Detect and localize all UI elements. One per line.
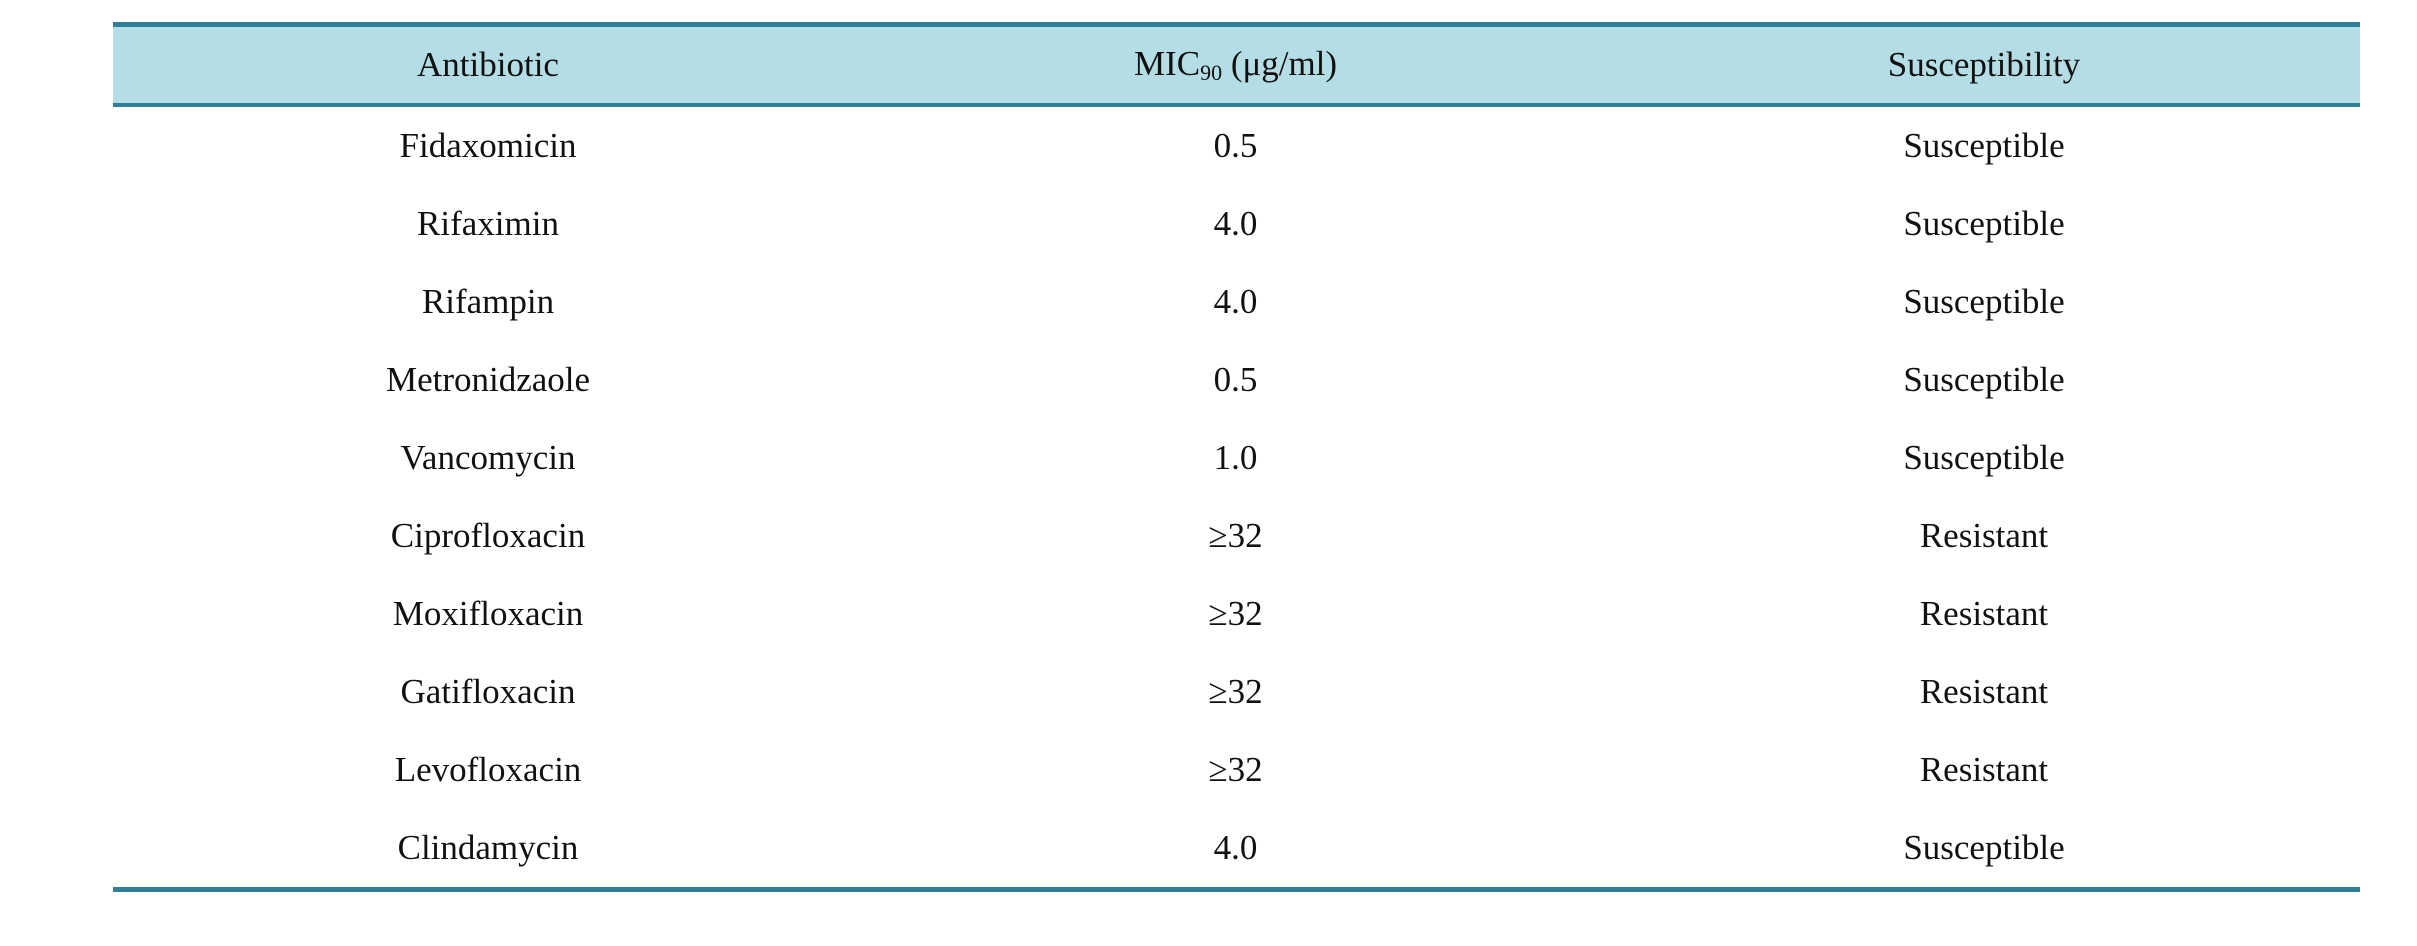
- cell-susceptibility: Susceptible: [1903, 282, 2065, 321]
- table-row: Metronidzaole 0.5 Susceptible: [113, 341, 2360, 419]
- cell-antibiotic: Rifaximin: [417, 204, 559, 243]
- cell-antibiotic: Levofloxacin: [394, 750, 582, 789]
- header-susceptibility: Susceptibility: [1608, 22, 2360, 107]
- cell-mic90: ≥32: [1208, 594, 1263, 633]
- cell-mic90: 4.0: [1213, 282, 1258, 321]
- table-row: Levofloxacin ≥32 Resistant: [113, 731, 2360, 809]
- antibiotic-susceptibility-table: Antibiotic MIC90 (μg/ml) Susceptibility …: [113, 22, 2360, 892]
- cell-antibiotic: Fidaxomicin: [399, 126, 577, 165]
- table-row: Moxifloxacin ≥32 Resistant: [113, 575, 2360, 653]
- cell-susceptibility: Resistant: [1919, 672, 2049, 711]
- header-mic-subscript: 90: [1200, 60, 1223, 85]
- header-mic-main: MIC: [1133, 44, 1201, 83]
- table-row: Gatifloxacin ≥32 Resistant: [113, 653, 2360, 731]
- header-mic-unit: (μg/ml): [1222, 44, 1338, 83]
- cell-mic90: ≥32: [1208, 516, 1263, 555]
- table-row: Ciprofloxacin ≥32 Resistant: [113, 497, 2360, 575]
- table-row: Rifampin 4.0 Susceptible: [113, 263, 2360, 341]
- cell-susceptibility: Resistant: [1919, 750, 2049, 789]
- cell-susceptibility: Susceptible: [1903, 360, 2065, 399]
- cell-mic90: 1.0: [1213, 438, 1258, 477]
- table-row: Rifaximin 4.0 Susceptible: [113, 185, 2360, 263]
- cell-antibiotic: Vancomycin: [400, 438, 576, 477]
- cell-mic90: ≥32: [1208, 672, 1263, 711]
- cell-mic90: 0.5: [1213, 126, 1258, 165]
- cell-susceptibility: Susceptible: [1903, 126, 2065, 165]
- header-mic90: MIC90 (μg/ml): [863, 22, 1608, 107]
- table-row: Fidaxomicin 0.5 Susceptible: [113, 105, 2360, 185]
- cell-antibiotic: Gatifloxacin: [400, 672, 576, 711]
- cell-mic90: 4.0: [1213, 204, 1258, 243]
- cell-antibiotic: Metronidzaole: [385, 360, 591, 399]
- cell-susceptibility: Resistant: [1919, 516, 2049, 555]
- cell-mic90: 0.5: [1213, 360, 1258, 399]
- cell-antibiotic: Clindamycin: [113, 809, 863, 892]
- table-body: Fidaxomicin 0.5 Susceptible Rifaximin 4.…: [113, 105, 2360, 892]
- table-row: Vancomycin 1.0 Susceptible: [113, 419, 2360, 497]
- header-antibiotic: Antibiotic: [113, 22, 863, 107]
- cell-antibiotic: Moxifloxacin: [392, 594, 584, 633]
- cell-susceptibility: Susceptible: [1903, 204, 2065, 243]
- cell-susceptibility: Susceptible: [1903, 438, 2065, 477]
- cell-mic90: ≥32: [1208, 750, 1263, 789]
- cell-susceptibility: Susceptible: [1608, 809, 2360, 892]
- table-row: Clindamycin 4.0 Susceptible: [113, 809, 2360, 892]
- cell-susceptibility: Resistant: [1919, 594, 2049, 633]
- cell-antibiotic: Ciprofloxacin: [390, 516, 586, 555]
- antibiotic-susceptibility-table-container: Antibiotic MIC90 (μg/ml) Susceptibility …: [113, 22, 2360, 892]
- table-header: Antibiotic MIC90 (μg/ml) Susceptibility: [113, 22, 2360, 107]
- cell-antibiotic: Rifampin: [421, 282, 555, 321]
- header-row: Antibiotic MIC90 (μg/ml) Susceptibility: [113, 22, 2360, 107]
- cell-mic90: 4.0: [863, 809, 1608, 892]
